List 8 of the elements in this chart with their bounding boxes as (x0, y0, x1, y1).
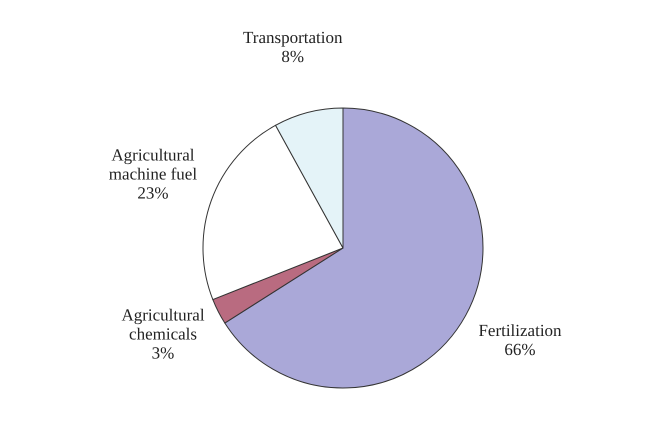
data-label: 8% (281, 46, 304, 66)
slice-label: Fertilization (478, 320, 562, 340)
slice-label: Transportation (243, 28, 343, 47)
slice-label: Agricultural machine fuel (108, 146, 198, 184)
slice-label: Agricultural chemicals (121, 306, 205, 344)
data-label: 3% (152, 344, 174, 363)
data-label: 23% (137, 184, 169, 203)
data-label: 66% (504, 340, 536, 359)
